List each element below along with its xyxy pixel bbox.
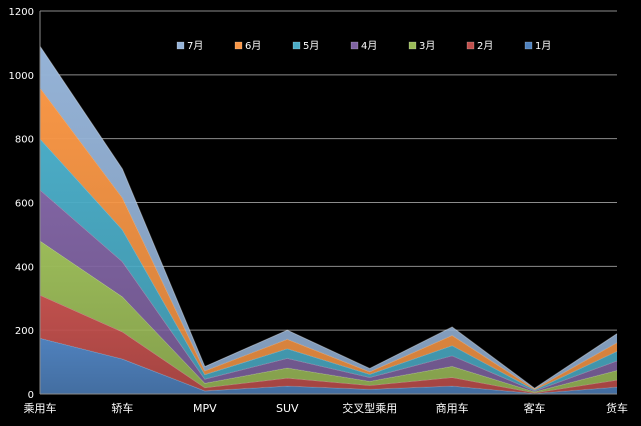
legend-swatch [350, 41, 359, 50]
x-tick-label: 货车 [606, 401, 628, 415]
legend-swatch [176, 41, 185, 50]
legend-label: 6月 [245, 40, 261, 52]
legend-swatch [234, 41, 243, 50]
x-tick-label: MPV [193, 402, 217, 415]
legend-swatch [408, 41, 417, 50]
y-tick-label: 1000 [9, 71, 34, 82]
y-tick-label: 800 [15, 135, 34, 146]
area-series-1 [40, 338, 617, 394]
legend-swatch [292, 41, 301, 50]
axes [39, 11, 617, 395]
y-tick-label: 400 [15, 262, 34, 273]
x-tick-label: SUV [276, 402, 299, 415]
y-tick-labels: 0 200 400 600 800 1000 1200 [9, 7, 34, 401]
x-tick-label: 交叉型乘用 [342, 401, 397, 415]
legend-label: 3月 [419, 40, 435, 52]
x-tick-label: 商用车 [436, 401, 469, 415]
legend-label: 2月 [477, 40, 493, 52]
legend-label: 4月 [361, 40, 377, 52]
x-tick-label: 乘用车 [24, 401, 57, 415]
x-tick-label: 轿车 [111, 401, 133, 415]
x-tick-label: 客车 [524, 401, 546, 415]
legend-label: 1月 [535, 40, 551, 52]
x-tick-labels: 乘用车 轿车 MPV SUV 交叉型乘用 商用车 客车 货车 [24, 401, 629, 415]
legend-label: 5月 [303, 40, 319, 52]
area-series-group [39, 45, 618, 394]
legend-label: 7月 [187, 40, 203, 52]
y-tick-label: 200 [15, 326, 34, 337]
area-series-edge [39, 189, 618, 392]
y-tick-label: 1200 [9, 7, 34, 18]
legend: 7月 6月 5月 4月 3月 2月 1月 [176, 40, 551, 52]
y-tick-label: 0 [28, 390, 34, 401]
legend-swatch [524, 41, 533, 50]
y-tick-label: 600 [15, 199, 34, 210]
area-series-edge [39, 45, 618, 389]
legend-swatch [466, 41, 475, 50]
